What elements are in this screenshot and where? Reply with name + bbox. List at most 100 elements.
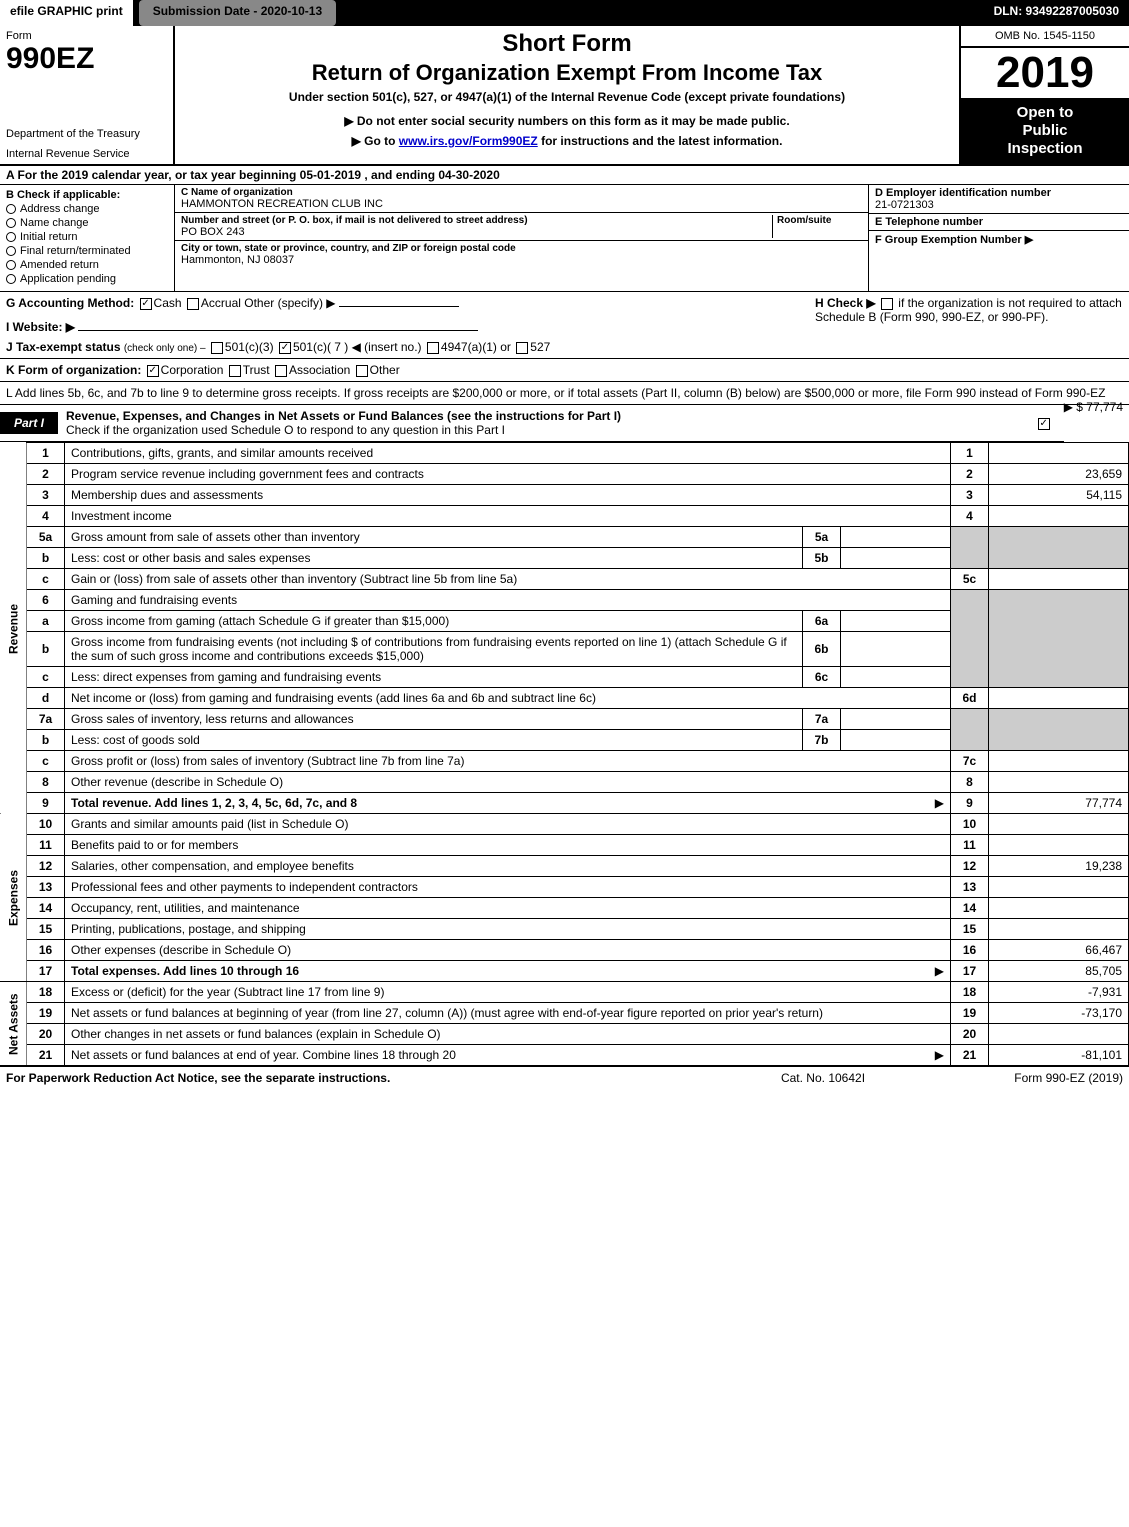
c-column: C Name of organization HAMMONTON RECREAT… bbox=[175, 185, 869, 291]
open-line3: Inspection bbox=[965, 140, 1125, 158]
form-number: 990EZ bbox=[6, 42, 167, 76]
g-other-input[interactable] bbox=[339, 306, 459, 307]
part1-tag: Part I bbox=[0, 412, 58, 434]
h-checkbox[interactable] bbox=[881, 298, 893, 310]
line-18-desc: Excess or (deficit) for the year (Subtra… bbox=[65, 982, 951, 1003]
b-initial-return[interactable]: Initial return bbox=[6, 231, 168, 243]
j-527-checkbox[interactable] bbox=[516, 342, 528, 354]
line-7c-rn: 7c bbox=[951, 751, 989, 772]
b-amended-return[interactable]: Amended return bbox=[6, 259, 168, 271]
line-1-amt bbox=[989, 443, 1129, 464]
j-opt-0: 501(c)(3) bbox=[225, 340, 274, 354]
f-label: F Group Exemption Number ▶ bbox=[875, 233, 1123, 246]
line-5a-num: 5a bbox=[27, 527, 65, 548]
line-18-rn: 18 bbox=[951, 982, 989, 1003]
part1-schedule-o-checkbox[interactable] bbox=[1038, 418, 1050, 430]
line-6d-amt bbox=[989, 688, 1129, 709]
line-14-desc: Occupancy, rent, utilities, and maintena… bbox=[65, 898, 951, 919]
print-link[interactable]: print bbox=[96, 4, 123, 18]
ssn-warning: ▶ Do not enter social security numbers o… bbox=[185, 114, 949, 128]
c-city-value: Hammonton, NJ 08037 bbox=[181, 254, 862, 266]
line-19-amt: -73,170 bbox=[989, 1003, 1129, 1024]
line-12-amt: 19,238 bbox=[989, 856, 1129, 877]
line-20-amt bbox=[989, 1024, 1129, 1045]
b-name-change[interactable]: Name change bbox=[6, 217, 168, 229]
b-final-return[interactable]: Final return/terminated bbox=[6, 245, 168, 257]
line-14-amt bbox=[989, 898, 1129, 919]
line-19-rn: 19 bbox=[951, 1003, 989, 1024]
open-line2: Public bbox=[965, 122, 1125, 140]
j-501c3-checkbox[interactable] bbox=[211, 342, 223, 354]
line-15-amt bbox=[989, 919, 1129, 940]
form-label: Form bbox=[6, 30, 167, 42]
line-5b-sv bbox=[841, 548, 951, 569]
line-8-rn: 8 bbox=[951, 772, 989, 793]
line-6d-desc: Net income or (loss) from gaming and fun… bbox=[65, 688, 951, 709]
j-opt-1: 501(c)( 7 ) ◀ (insert no.) bbox=[293, 340, 422, 354]
l-text: L Add lines 5b, 6c, and 7b to line 9 to … bbox=[6, 386, 1105, 400]
d-value: 21-0721303 bbox=[875, 199, 1123, 211]
netassets-side-label: Net Assets bbox=[0, 982, 27, 1066]
b-application-pending[interactable]: Application pending bbox=[6, 273, 168, 285]
def-column: D Employer identification number 21-0721… bbox=[869, 185, 1129, 291]
line-7a-sl: 7a bbox=[803, 709, 841, 730]
line-16-amt: 66,467 bbox=[989, 940, 1129, 961]
part1-title: Revenue, Expenses, and Changes in Net As… bbox=[58, 405, 1024, 441]
line-7c-amt bbox=[989, 751, 1129, 772]
k-opt-1: Trust bbox=[243, 363, 270, 377]
irs-link[interactable]: www.irs.gov/Form990EZ bbox=[399, 134, 538, 148]
g-cash-checkbox[interactable] bbox=[140, 298, 152, 310]
k-trust-checkbox[interactable] bbox=[229, 365, 241, 377]
line-4-num: 4 bbox=[27, 506, 65, 527]
line-9-desc: Total revenue. Add lines 1, 2, 3, 4, 5c,… bbox=[65, 793, 951, 814]
line-6c-num: c bbox=[27, 667, 65, 688]
g-other: Other (specify) ▶ bbox=[244, 296, 335, 310]
i-website-input[interactable] bbox=[78, 330, 478, 331]
line-20-rn: 20 bbox=[951, 1024, 989, 1045]
line-8-desc: Other revenue (describe in Schedule O) bbox=[65, 772, 951, 793]
j-opt-2: 4947(a)(1) or bbox=[441, 340, 511, 354]
line-6c-sv bbox=[841, 667, 951, 688]
k-corp-checkbox[interactable] bbox=[147, 365, 159, 377]
l-amount: ▶ $ 77,774 bbox=[1064, 400, 1123, 414]
goto-suffix: for instructions and the latest informat… bbox=[541, 134, 782, 148]
line-17-amt: 85,705 bbox=[989, 961, 1129, 982]
line-3-num: 3 bbox=[27, 485, 65, 506]
part1-checkbox-cell bbox=[1024, 416, 1064, 430]
open-to-public-box: Open to Public Inspection bbox=[961, 98, 1129, 164]
c-city-block: City or town, state or province, country… bbox=[175, 241, 868, 268]
line-9-amt: 77,774 bbox=[989, 793, 1129, 814]
line-11-amt bbox=[989, 835, 1129, 856]
c-name-label: C Name of organization bbox=[181, 187, 862, 198]
d-label: D Employer identification number bbox=[875, 187, 1123, 199]
line-8-amt bbox=[989, 772, 1129, 793]
goto-note: ▶ Go to www.irs.gov/Form990EZ for instru… bbox=[185, 134, 949, 148]
line-10-num: 10 bbox=[27, 814, 65, 835]
k-other-checkbox[interactable] bbox=[356, 365, 368, 377]
line-6abc-amt-shade bbox=[989, 590, 1129, 688]
g-accrual-checkbox[interactable] bbox=[187, 298, 199, 310]
line-7b-sl: 7b bbox=[803, 730, 841, 751]
line-5c-num: c bbox=[27, 569, 65, 590]
j-501c-checkbox[interactable] bbox=[279, 342, 291, 354]
k-opt-0: Corporation bbox=[161, 363, 224, 377]
part1-header: Part I Revenue, Expenses, and Changes in… bbox=[0, 405, 1064, 442]
line-6d-num: d bbox=[27, 688, 65, 709]
g-cash: Cash bbox=[154, 296, 182, 310]
line-13-rn: 13 bbox=[951, 877, 989, 898]
line-6b-sl: 6b bbox=[803, 632, 841, 667]
l-row: L Add lines 5b, 6c, and 7b to line 9 to … bbox=[0, 382, 1129, 405]
line-4-desc: Investment income bbox=[65, 506, 951, 527]
c-street-block: Number and street (or P. O. box, if mail… bbox=[175, 213, 868, 241]
g-accrual: Accrual bbox=[201, 296, 241, 310]
line-10-desc: Grants and similar amounts paid (list in… bbox=[65, 814, 951, 835]
e-block: E Telephone number bbox=[869, 214, 1129, 231]
b-address-change[interactable]: Address change bbox=[6, 203, 168, 215]
k-assoc-checkbox[interactable] bbox=[275, 365, 287, 377]
j-4947-checkbox[interactable] bbox=[427, 342, 439, 354]
line-19-num: 19 bbox=[27, 1003, 65, 1024]
line-7a-num: 7a bbox=[27, 709, 65, 730]
open-line1: Open to bbox=[965, 104, 1125, 122]
irs-label: Internal Revenue Service bbox=[6, 148, 167, 160]
footer-left: For Paperwork Reduction Act Notice, see … bbox=[6, 1071, 723, 1085]
